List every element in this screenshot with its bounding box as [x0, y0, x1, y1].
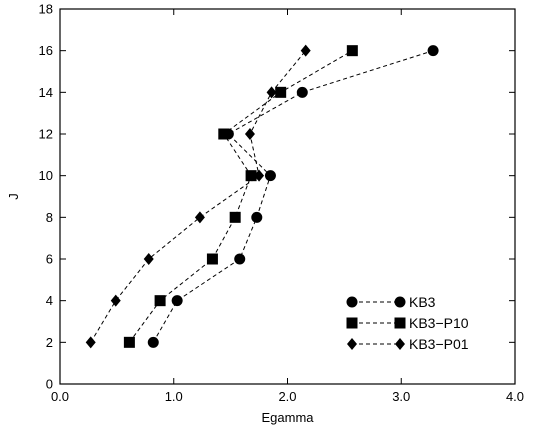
- legend-marker-diamond: [395, 338, 405, 350]
- data-point-circle: [251, 211, 263, 223]
- legend-label: KB3−P10: [409, 315, 469, 331]
- series-line-diamond: [90, 50, 307, 343]
- data-point-square: [154, 295, 166, 307]
- data-point-circle: [264, 170, 276, 182]
- data-point-diamond: [300, 44, 311, 57]
- plot-lines: [90, 50, 434, 343]
- axis-ticks: [59, 8, 516, 385]
- y-tick-label: 2: [46, 335, 53, 350]
- y-tick-label: 18: [39, 2, 53, 17]
- y-tick-label: 10: [39, 168, 53, 183]
- legend-marker-square: [394, 317, 406, 329]
- x-tick-label: 3.0: [392, 389, 410, 404]
- tick-labels: 0.0 1.0 2.0 3.0 4.0 0 2 4 6 8 10 12 14 16 18: [39, 2, 525, 405]
- legend-marker-diamond: [347, 338, 357, 350]
- y-tick-label: 12: [39, 127, 53, 142]
- x-tick-label: 1.0: [165, 389, 183, 404]
- legend: KB3 KB3−P10 KB3−P01: [346, 294, 469, 352]
- data-point-circle: [171, 295, 183, 307]
- y-tick-label: 0: [46, 377, 53, 392]
- data-point-diamond: [110, 294, 121, 307]
- y-tick-label: 4: [46, 293, 53, 308]
- x-tick-label: 0.0: [51, 389, 69, 404]
- data-point-circle: [296, 86, 308, 98]
- legend-marker-circle: [394, 296, 406, 308]
- data-point-diamond: [266, 86, 277, 99]
- y-tick-label: 16: [39, 43, 53, 58]
- data-point-square: [229, 211, 241, 223]
- x-axis-title: Egamma: [261, 410, 314, 425]
- x-tick-label: 2.0: [278, 389, 296, 404]
- data-point-circle: [147, 336, 159, 348]
- plot-markers: [85, 44, 439, 349]
- data-point-square: [275, 86, 287, 98]
- y-tick-label: 14: [39, 85, 53, 100]
- x-tick-label: 4.0: [506, 389, 524, 404]
- data-point-square: [123, 336, 135, 348]
- data-point-square: [218, 128, 230, 140]
- data-point-circle: [427, 45, 439, 57]
- data-point-circle: [234, 253, 246, 265]
- data-point-square: [245, 170, 257, 182]
- data-point-diamond: [143, 253, 154, 265]
- data-point-diamond: [85, 336, 96, 349]
- series-line-circle: [152, 50, 434, 343]
- data-point-diamond: [194, 211, 205, 224]
- y-tick-label: 8: [46, 210, 53, 225]
- legend-label: KB3: [409, 294, 436, 310]
- legend-marker-circle: [346, 296, 358, 308]
- data-point-diamond: [254, 169, 265, 182]
- y-axis-title: J: [6, 193, 21, 200]
- y-tick-label: 6: [46, 252, 53, 267]
- legend-marker-square: [346, 317, 358, 329]
- legend-label: KB3−P01: [409, 336, 469, 352]
- data-point-square: [206, 253, 218, 265]
- data-point-diamond: [244, 128, 255, 140]
- data-point-square: [346, 45, 358, 57]
